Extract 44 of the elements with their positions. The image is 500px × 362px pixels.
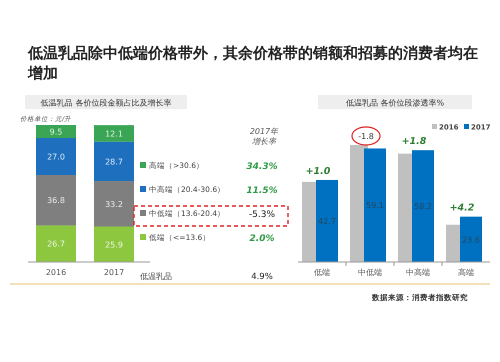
text: 4.9% <box>251 272 273 282</box>
x-tick-label: 2017 <box>104 268 124 277</box>
annotation: +1.0 <box>306 166 331 177</box>
data-label: 27.0 <box>47 152 65 162</box>
bar <box>412 150 434 262</box>
data-label: 59.1 <box>366 201 384 210</box>
data-label: 26.7 <box>47 240 65 249</box>
bar <box>94 181 134 227</box>
bar <box>364 148 386 262</box>
data-label: 58.2 <box>414 202 432 212</box>
x-tick-label: 中低端 <box>358 268 382 277</box>
annotation: +1.8 <box>402 136 427 148</box>
data-label: 23.6 <box>462 235 480 244</box>
x-tick-label: 2016 <box>46 268 66 277</box>
bar <box>94 142 134 182</box>
annotation: -1.8 <box>358 132 374 141</box>
bar <box>94 226 134 262</box>
data-label: 33.2 <box>105 200 123 209</box>
bar <box>36 175 76 226</box>
bar <box>36 125 76 138</box>
data-label: 25.9 <box>105 240 123 250</box>
bar <box>316 180 338 262</box>
bar <box>36 225 76 262</box>
text: 34.3% <box>246 162 278 172</box>
data-label: 12.1 <box>105 129 123 138</box>
bar <box>36 138 76 176</box>
text: 2017年增长率 <box>250 127 280 146</box>
data-label: 42.7 <box>318 216 336 226</box>
text: 低温乳品除中低端价格带外，其余价格带的销额和招募的消费者均在增加 <box>27 44 478 82</box>
text: 低温乳品 <box>140 272 172 281</box>
text: -5.3% <box>248 210 276 220</box>
data-label: 28.7 <box>105 157 123 166</box>
x-tick-label: 高端 <box>458 268 474 277</box>
chart-title: 低温乳品 各价位段渗透率% <box>346 98 444 108</box>
bar <box>460 216 482 262</box>
text: 11.5% <box>246 186 278 196</box>
annotation: +4.2 <box>450 202 475 214</box>
x-tick-label: 低端 <box>314 268 330 277</box>
data-label: 9.5 <box>50 128 62 137</box>
chart-subtitle: 低温乳品 各价位段金额占比及增长率 <box>40 98 172 108</box>
data-label: 36.8 <box>47 196 65 206</box>
x-tick-label: 中高端 <box>406 268 430 277</box>
text: 2.0% <box>250 234 274 244</box>
bar <box>94 125 134 142</box>
